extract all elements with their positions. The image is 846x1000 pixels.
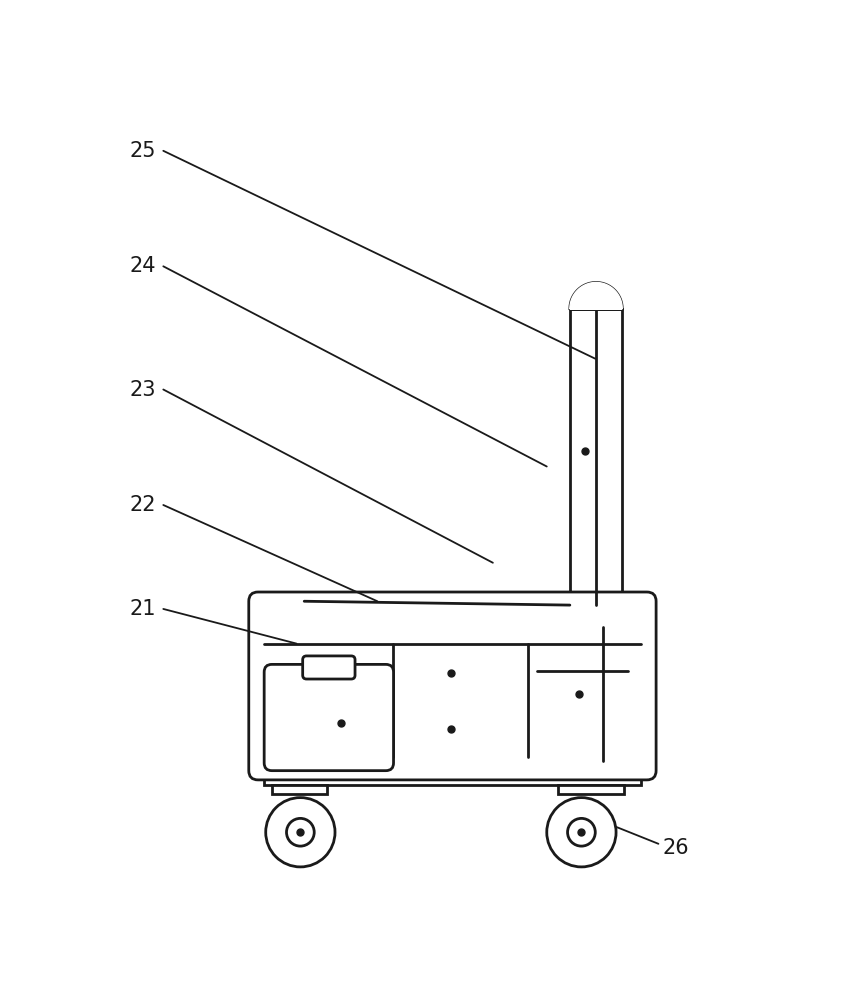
Circle shape [568,818,596,846]
Bar [272,785,327,794]
Polygon shape [570,282,622,309]
Bar [558,785,624,794]
Text: 24: 24 [129,256,156,276]
Bar [420,695,481,763]
Circle shape [287,818,314,846]
Bar [264,771,640,785]
Circle shape [266,798,335,867]
Circle shape [547,798,616,867]
FancyBboxPatch shape [249,592,656,780]
Text: 22: 22 [129,495,156,515]
Bar [410,647,492,699]
FancyBboxPatch shape [264,664,393,771]
Text: 25: 25 [129,141,156,161]
Bar [536,627,628,761]
Text: 21: 21 [129,599,156,619]
Bar [570,309,622,605]
Text: 23: 23 [129,379,156,399]
Text: 26: 26 [662,838,689,858]
FancyBboxPatch shape [303,656,355,679]
